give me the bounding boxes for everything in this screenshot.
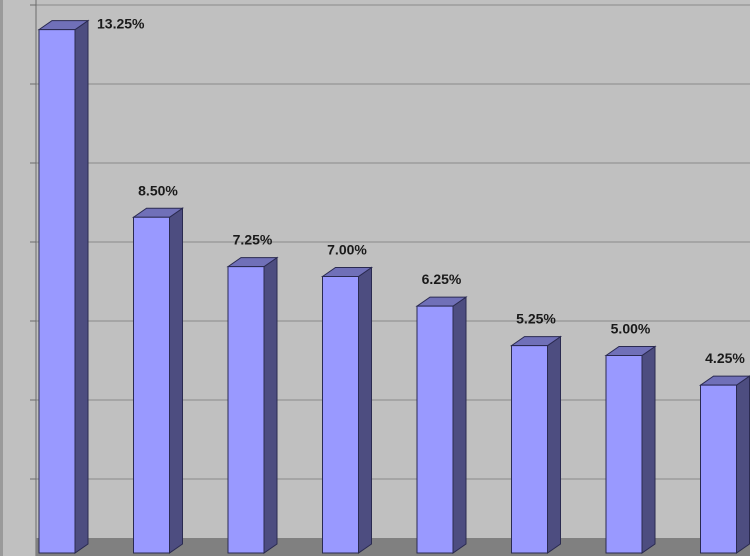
bar-front (38, 29, 76, 554)
data-label: 5.00% (611, 321, 651, 337)
data-label: 5.25% (516, 311, 556, 327)
bar (415, 296, 468, 554)
left-wall-edge (0, 0, 3, 556)
data-label: 8.50% (138, 182, 178, 198)
chart-floor (36, 538, 750, 556)
bar-side (452, 296, 467, 554)
bar-front (322, 276, 359, 554)
bar (698, 375, 750, 554)
bar-side (263, 256, 278, 554)
data-label: 6.25% (422, 271, 462, 287)
bar-front (227, 266, 265, 554)
bar-front (133, 216, 170, 554)
data-label: 7.25% (233, 232, 273, 248)
bar-front (700, 384, 737, 554)
data-labels: 13.25% 8.50% 7.25% 7.00% 6.25% 5.25% 5.00% 4.25… (97, 16, 745, 367)
bar-side (736, 375, 750, 554)
bar (37, 19, 90, 554)
bar-series (37, 19, 750, 554)
bar (604, 345, 657, 554)
bar-front (511, 345, 548, 554)
data-label: 13.25% (97, 16, 145, 32)
data-label: 4.25% (705, 350, 745, 366)
y-axis-ticks (30, 4, 36, 480)
bar-side (358, 266, 372, 554)
bar-side (74, 19, 89, 554)
bar (131, 207, 185, 554)
bar-front (605, 355, 643, 554)
bar (320, 266, 374, 554)
bar (509, 335, 563, 554)
bar-front (416, 305, 454, 554)
data-label: 7.00% (327, 242, 367, 258)
bar (226, 256, 279, 554)
bar-side (169, 207, 183, 554)
bar-side (641, 345, 656, 554)
bar-side (547, 335, 561, 554)
